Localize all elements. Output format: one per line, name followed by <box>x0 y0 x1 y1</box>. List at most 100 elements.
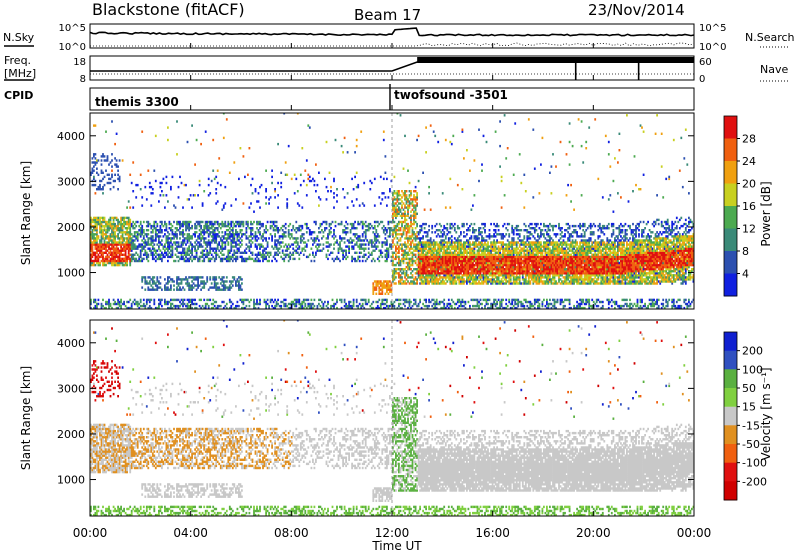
heatmap-cell <box>126 206 128 209</box>
heatmap-cell <box>230 249 233 252</box>
heatmap-cell <box>381 292 384 295</box>
heatmap-cell <box>426 255 429 259</box>
heatmap-cell <box>244 257 246 261</box>
heatmap-cell <box>289 255 292 259</box>
heatmap-cell <box>378 286 381 289</box>
heatmap-cell <box>228 300 231 304</box>
heatmap-cell <box>136 183 139 187</box>
heatmap-cell <box>387 280 390 283</box>
heatmap-cell <box>337 222 340 226</box>
heatmap-cell <box>407 276 409 279</box>
heatmap-cell <box>382 229 385 232</box>
heatmap-cell <box>475 229 477 232</box>
heatmap-cell <box>434 306 437 309</box>
heatmap-cell <box>413 196 415 199</box>
heatmap-cell <box>198 183 201 187</box>
heatmap-cell <box>425 280 427 283</box>
heatmap-cell <box>490 247 492 250</box>
heatmap-cell <box>305 243 308 246</box>
heatmap-cell <box>215 220 218 224</box>
heatmap-cell <box>144 288 147 291</box>
heatmap-cell <box>327 302 329 306</box>
heatmap-cell <box>460 253 462 256</box>
heatmap-cell <box>102 188 104 191</box>
heatmap-cell <box>247 298 249 302</box>
heatmap-cell <box>109 257 112 261</box>
heatmap-cell <box>472 272 474 275</box>
heatmap-cell <box>154 134 157 138</box>
heatmap-cell <box>456 274 459 277</box>
heatmap-cell <box>456 259 459 263</box>
heatmap-cell <box>109 261 112 265</box>
heatmap-cell <box>405 274 408 277</box>
heatmap-cell <box>387 286 390 289</box>
heatmap-cell <box>392 214 394 217</box>
heatmap-cell <box>93 261 95 265</box>
heatmap-cell <box>132 245 135 248</box>
heatmap-cell <box>171 175 174 179</box>
heatmap-cell <box>241 235 243 238</box>
heatmap-cell <box>398 190 400 193</box>
heatmap-cell <box>373 243 376 246</box>
heatmap-cell <box>130 304 133 308</box>
heatmap-cell <box>284 235 287 238</box>
heatmap-cell <box>478 257 480 261</box>
heatmap-cell <box>221 259 224 263</box>
heatmap-cell <box>395 263 397 267</box>
heatmap-cell <box>222 241 225 244</box>
heatmap-cell <box>295 249 298 252</box>
heatmap-cell <box>308 179 311 183</box>
heatmap-cell <box>434 265 437 269</box>
heatmap-cell <box>456 251 459 254</box>
heatmap-cell <box>302 237 305 240</box>
heatmap-cell <box>381 282 384 285</box>
heatmap-cell <box>407 229 409 232</box>
heatmap-cell <box>447 231 450 234</box>
heatmap-cell <box>123 239 125 242</box>
heatmap-cell <box>254 253 257 256</box>
heatmap-cell <box>215 278 218 281</box>
heatmap-cell <box>384 280 387 283</box>
heatmap-cell <box>109 239 112 242</box>
heatmap-cell <box>138 257 141 261</box>
heatmap-cell <box>231 302 234 306</box>
heatmap-cell <box>475 298 477 302</box>
heatmap-cell <box>132 235 135 238</box>
heatmap-cell <box>145 220 148 224</box>
heatmap-cell <box>286 198 289 201</box>
heatmap-cell <box>304 241 307 244</box>
heatmap-cell <box>103 261 106 265</box>
heatmap-cell <box>469 257 471 261</box>
heatmap-cell <box>179 224 181 228</box>
heatmap-cell <box>236 237 239 240</box>
heatmap-cell <box>493 261 495 265</box>
heatmap-cell <box>268 306 270 309</box>
heatmap-cell <box>375 239 378 242</box>
heatmap-cell <box>408 247 411 250</box>
heatmap-cell <box>490 259 492 263</box>
heatmap-cell <box>330 185 332 189</box>
heatmap-cell <box>404 216 406 220</box>
heatmap-cell <box>102 304 104 308</box>
heatmap-cell <box>194 227 196 230</box>
heatmap-cell <box>411 282 414 285</box>
heatmap-cell <box>242 302 245 306</box>
heatmap-cell <box>395 192 397 195</box>
heatmap-cell <box>475 261 477 265</box>
heatmap-cell <box>165 224 168 228</box>
heatmap-cell <box>472 304 474 308</box>
heatmap-cell <box>238 239 240 242</box>
heatmap-cell <box>463 268 465 271</box>
heatmap-cell <box>121 224 124 228</box>
heatmap-cell <box>298 302 301 306</box>
heatmap-cell <box>370 239 373 242</box>
heatmap-cell <box>437 245 440 248</box>
heatmap-cell <box>399 259 402 263</box>
heatmap-cell <box>364 231 367 234</box>
heatmap-cell <box>336 188 338 191</box>
heatmap-cell <box>280 185 283 189</box>
heatmap-cell <box>203 257 206 261</box>
heatmap-cell <box>231 280 234 283</box>
heatmap-cell <box>470 253 473 256</box>
heatmap-cell <box>305 231 308 234</box>
